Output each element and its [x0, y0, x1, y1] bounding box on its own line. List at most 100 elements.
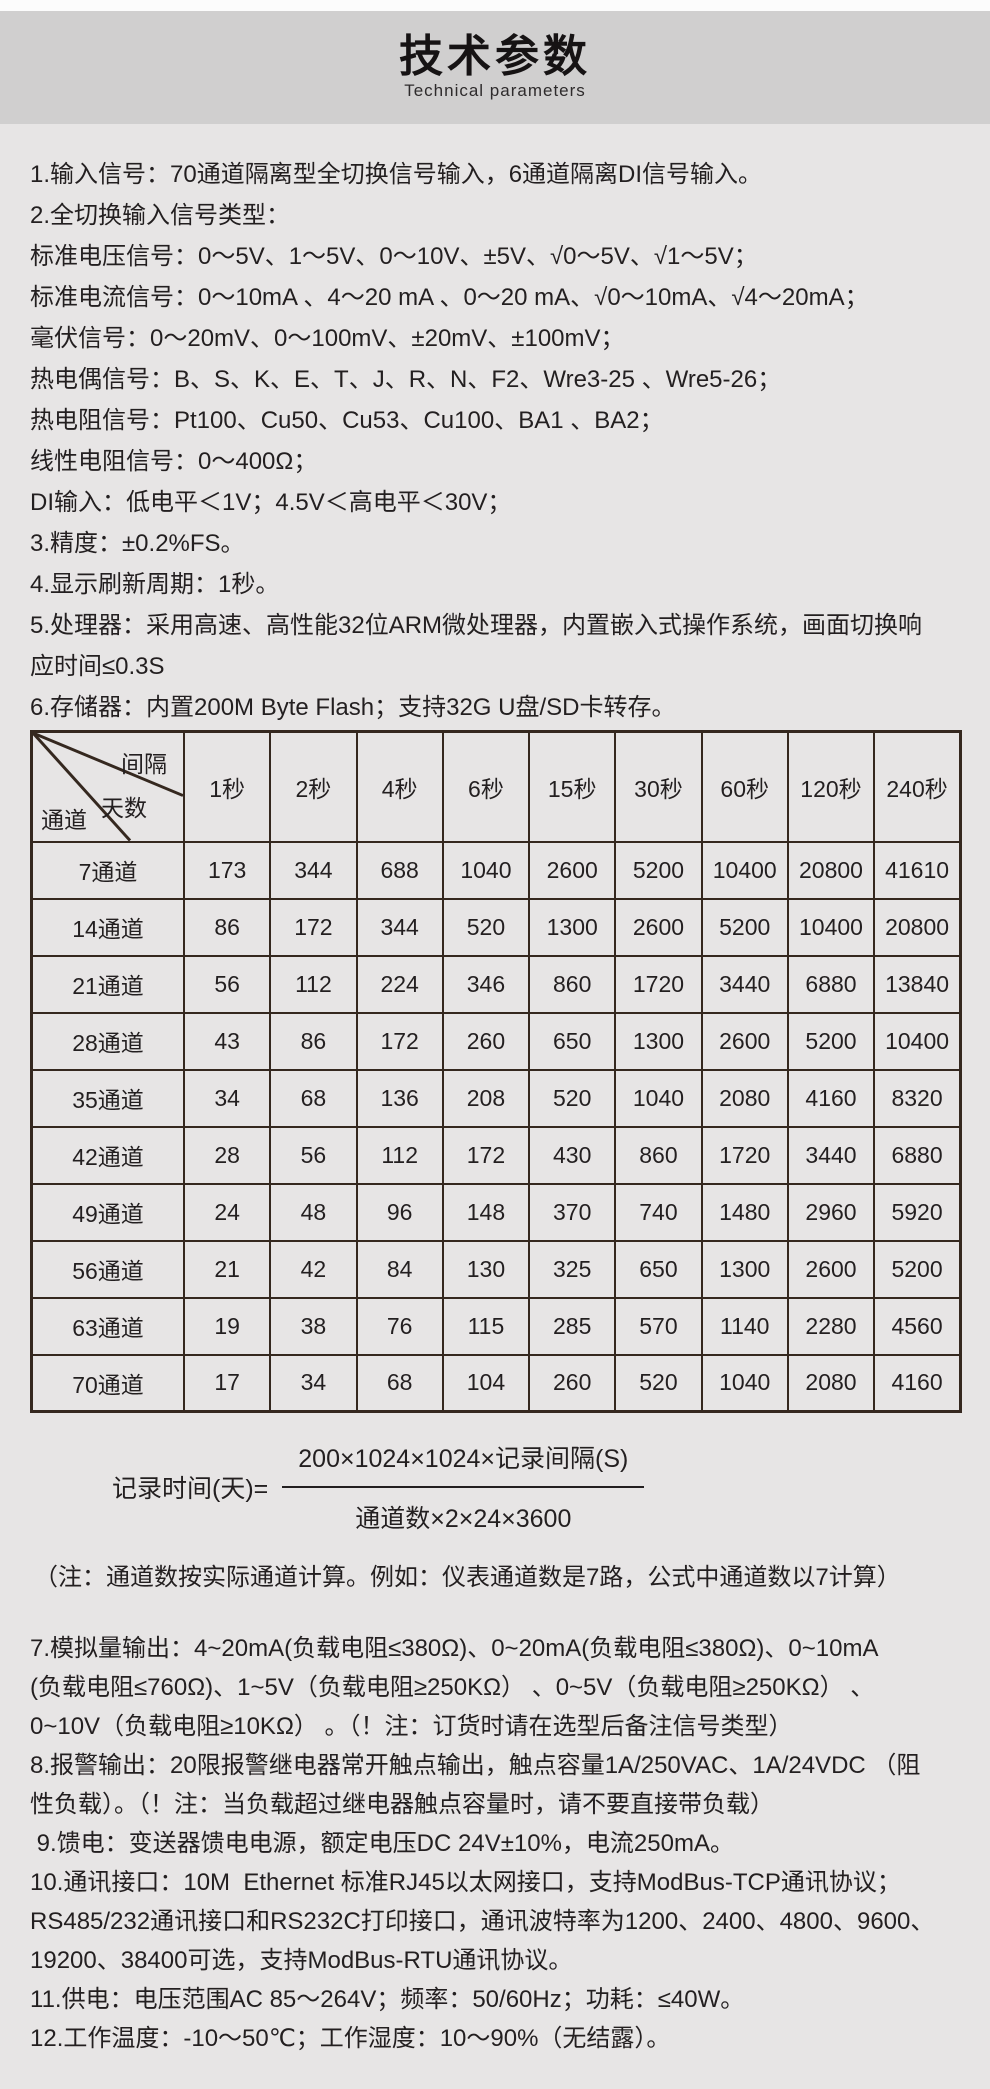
days-cell: 224 — [355, 954, 444, 1014]
spec-line: 2.全切换输入信号类型： — [30, 202, 291, 229]
interval-column-header: 2秒 — [269, 730, 358, 843]
record-time-formula: 记录时间(天)= 200×1024×1024×记录间隔(S) 通道数×2×24×… — [112, 1439, 990, 1535]
spec-line: 线性电阻信号：0～400Ω； — [30, 448, 318, 475]
days-cell: 2080 — [700, 1068, 789, 1128]
days-cell: 2960 — [786, 1182, 876, 1242]
days-cell: 650 — [528, 1011, 617, 1071]
days-cell: 20800 — [786, 840, 876, 900]
days-cell: 2080 — [786, 1353, 876, 1413]
days-cell: 4160 — [786, 1068, 876, 1128]
formula-fraction: 200×1024×1024×记录间隔(S) 通道数×2×24×3600 — [282, 1439, 645, 1535]
table-header-row: 间隔 天数 通道 1秒 2秒 4秒 6秒 15秒 30秒 60秒 120秒 240秒 — [30, 730, 962, 843]
corner-label-channel: 通道 — [41, 806, 87, 833]
days-cell: 2600 — [786, 1239, 876, 1299]
days-cell: 520 — [528, 1068, 617, 1128]
table-row: 63通道 19 38 76 115 285 570 1140 2280 4560 — [30, 1296, 962, 1356]
days-cell: 2600 — [614, 897, 703, 957]
table-row: 7通道 173 344 688 1040 2600 5200 10400 20800 41610 — [30, 840, 962, 900]
days-cell: 860 — [614, 1125, 703, 1185]
table-row: 42通道 28 56 112 172 430 860 1720 3440 6880 — [30, 1125, 962, 1185]
days-cell: 86 — [269, 1011, 358, 1071]
spec-line: 12.工作温度：-10～50℃；工作湿度：10～90%（无结露）。 — [30, 2025, 671, 2052]
days-cell: 48 — [269, 1182, 358, 1242]
channel-row-header: 35通道 — [30, 1068, 185, 1128]
days-cell: 68 — [355, 1353, 444, 1413]
specs-top: 1.输入信号：70通道隔离型全切换信号输入，6通道隔离DI信号输入。 2.全切换输… — [30, 154, 978, 728]
days-cell: 24 — [182, 1182, 272, 1242]
table-row: 49通道 24 48 96 148 370 740 1480 2960 5920 — [30, 1182, 962, 1242]
channel-row-header: 42通道 — [30, 1125, 185, 1185]
days-cell: 1040 — [441, 840, 531, 900]
days-cell: 3440 — [786, 1125, 876, 1185]
interval-column-header: 15秒 — [528, 730, 617, 843]
days-cell: 112 — [355, 1125, 444, 1185]
diagonal-divider-lines — [33, 733, 183, 841]
page-subtitle: Technical parameters — [404, 81, 586, 101]
days-cell: 4160 — [873, 1353, 962, 1413]
interval-column-header: 6秒 — [441, 730, 531, 843]
spec-line: 标准电流信号：0～10mA 、4～20 mA 、0～20 mA、√0～10mA、… — [30, 284, 869, 311]
spec-line: 5.处理器：采用高速、高性能32位ARM微处理器，内置嵌入式操作系统，画面切换响 — [30, 612, 923, 639]
table-row: 56通道 21 42 84 130 325 650 1300 2600 5200 — [30, 1239, 962, 1299]
days-cell: 6880 — [786, 954, 876, 1014]
days-cell: 6880 — [873, 1125, 962, 1185]
top-strip — [0, 0, 990, 11]
days-cell: 172 — [269, 897, 358, 957]
spec-line: 10.通讯接口：10M Ethernet 标准RJ45以太网接口，支持ModBu… — [30, 1869, 901, 1896]
spec-line: 6.存储器：内置200M Byte Flash；支持32G U盘/SD卡转存。 — [30, 694, 676, 721]
days-cell: 148 — [441, 1182, 531, 1242]
days-cell: 19 — [182, 1296, 272, 1356]
days-cell: 1720 — [614, 954, 703, 1014]
days-cell: 43 — [182, 1011, 272, 1071]
days-cell: 112 — [269, 954, 358, 1014]
spec-line: DI输入：低电平＜1V；4.5V＜高电平＜30V； — [30, 489, 512, 516]
days-cell: 325 — [528, 1239, 617, 1299]
table-row: 70通道 17 34 68 104 260 520 1040 2080 4160 — [30, 1353, 962, 1413]
days-cell: 344 — [355, 897, 444, 957]
formula-numerator: 200×1024×1024×记录间隔(S) — [298, 1445, 629, 1473]
spec-line: 热电阻信号：Pt100、Cu50、Cu53、Cu100、BA1 、BA2； — [30, 407, 664, 434]
days-cell: 570 — [614, 1296, 703, 1356]
days-cell: 1040 — [614, 1068, 703, 1128]
days-cell: 370 — [528, 1182, 617, 1242]
days-cell: 28 — [182, 1125, 272, 1185]
header-band: 技术参数 Technical parameters — [0, 11, 990, 124]
days-cell: 1040 — [700, 1353, 789, 1413]
days-cell: 346 — [441, 954, 531, 1014]
days-cell: 13840 — [873, 954, 962, 1014]
days-cell: 650 — [614, 1239, 703, 1299]
days-cell: 1300 — [700, 1239, 789, 1299]
days-cell: 260 — [441, 1011, 531, 1071]
days-cell: 42 — [269, 1239, 358, 1299]
channel-row-header: 49通道 — [30, 1182, 185, 1242]
days-cell: 96 — [355, 1182, 444, 1242]
channel-row-header: 63通道 — [30, 1296, 185, 1356]
days-cell: 10400 — [700, 840, 789, 900]
channel-row-header: 14通道 — [30, 897, 185, 957]
days-cell: 1300 — [614, 1011, 703, 1071]
spec-line: 0~10V（负载电阻≥10KΩ） 。（！注：订货时请在选型后备注信号类型） — [30, 1713, 793, 1740]
days-cell: 740 — [614, 1182, 703, 1242]
days-cell: 17 — [182, 1353, 272, 1413]
table-row: 35通道 34 68 136 208 520 1040 2080 4160 8320 — [30, 1068, 962, 1128]
days-cell: 344 — [269, 840, 358, 900]
spec-line: 标准电压信号：0～5V、1～5V、0～10V、±5V、√0～5V、√1～5V； — [30, 243, 758, 270]
channel-row-header: 7通道 — [30, 840, 185, 900]
days-cell: 1140 — [700, 1296, 789, 1356]
days-cell: 1300 — [528, 897, 617, 957]
days-cell: 2600 — [528, 840, 617, 900]
spec-line: (负载电阻≤760Ω)、1~5V（负载电阻≥250KΩ） 、0~5V（负载电阻≥… — [30, 1674, 875, 1701]
days-cell: 86 — [182, 897, 272, 957]
days-cell: 173 — [182, 840, 272, 900]
days-cell: 38 — [269, 1296, 358, 1356]
days-cell: 34 — [269, 1353, 358, 1413]
days-cell: 208 — [441, 1068, 531, 1128]
spec-line: 1.输入信号：70通道隔离型全切换信号输入，6通道隔离DI信号输入。 — [30, 161, 763, 188]
spec-line: 4.显示刷新周期：1秒。 — [30, 571, 280, 598]
corner-label-interval: 间隔 — [121, 751, 167, 777]
days-cell: 84 — [355, 1239, 444, 1299]
days-cell: 172 — [355, 1011, 444, 1071]
page-title: 技术参数 — [399, 31, 591, 81]
days-cell: 3440 — [700, 954, 789, 1014]
